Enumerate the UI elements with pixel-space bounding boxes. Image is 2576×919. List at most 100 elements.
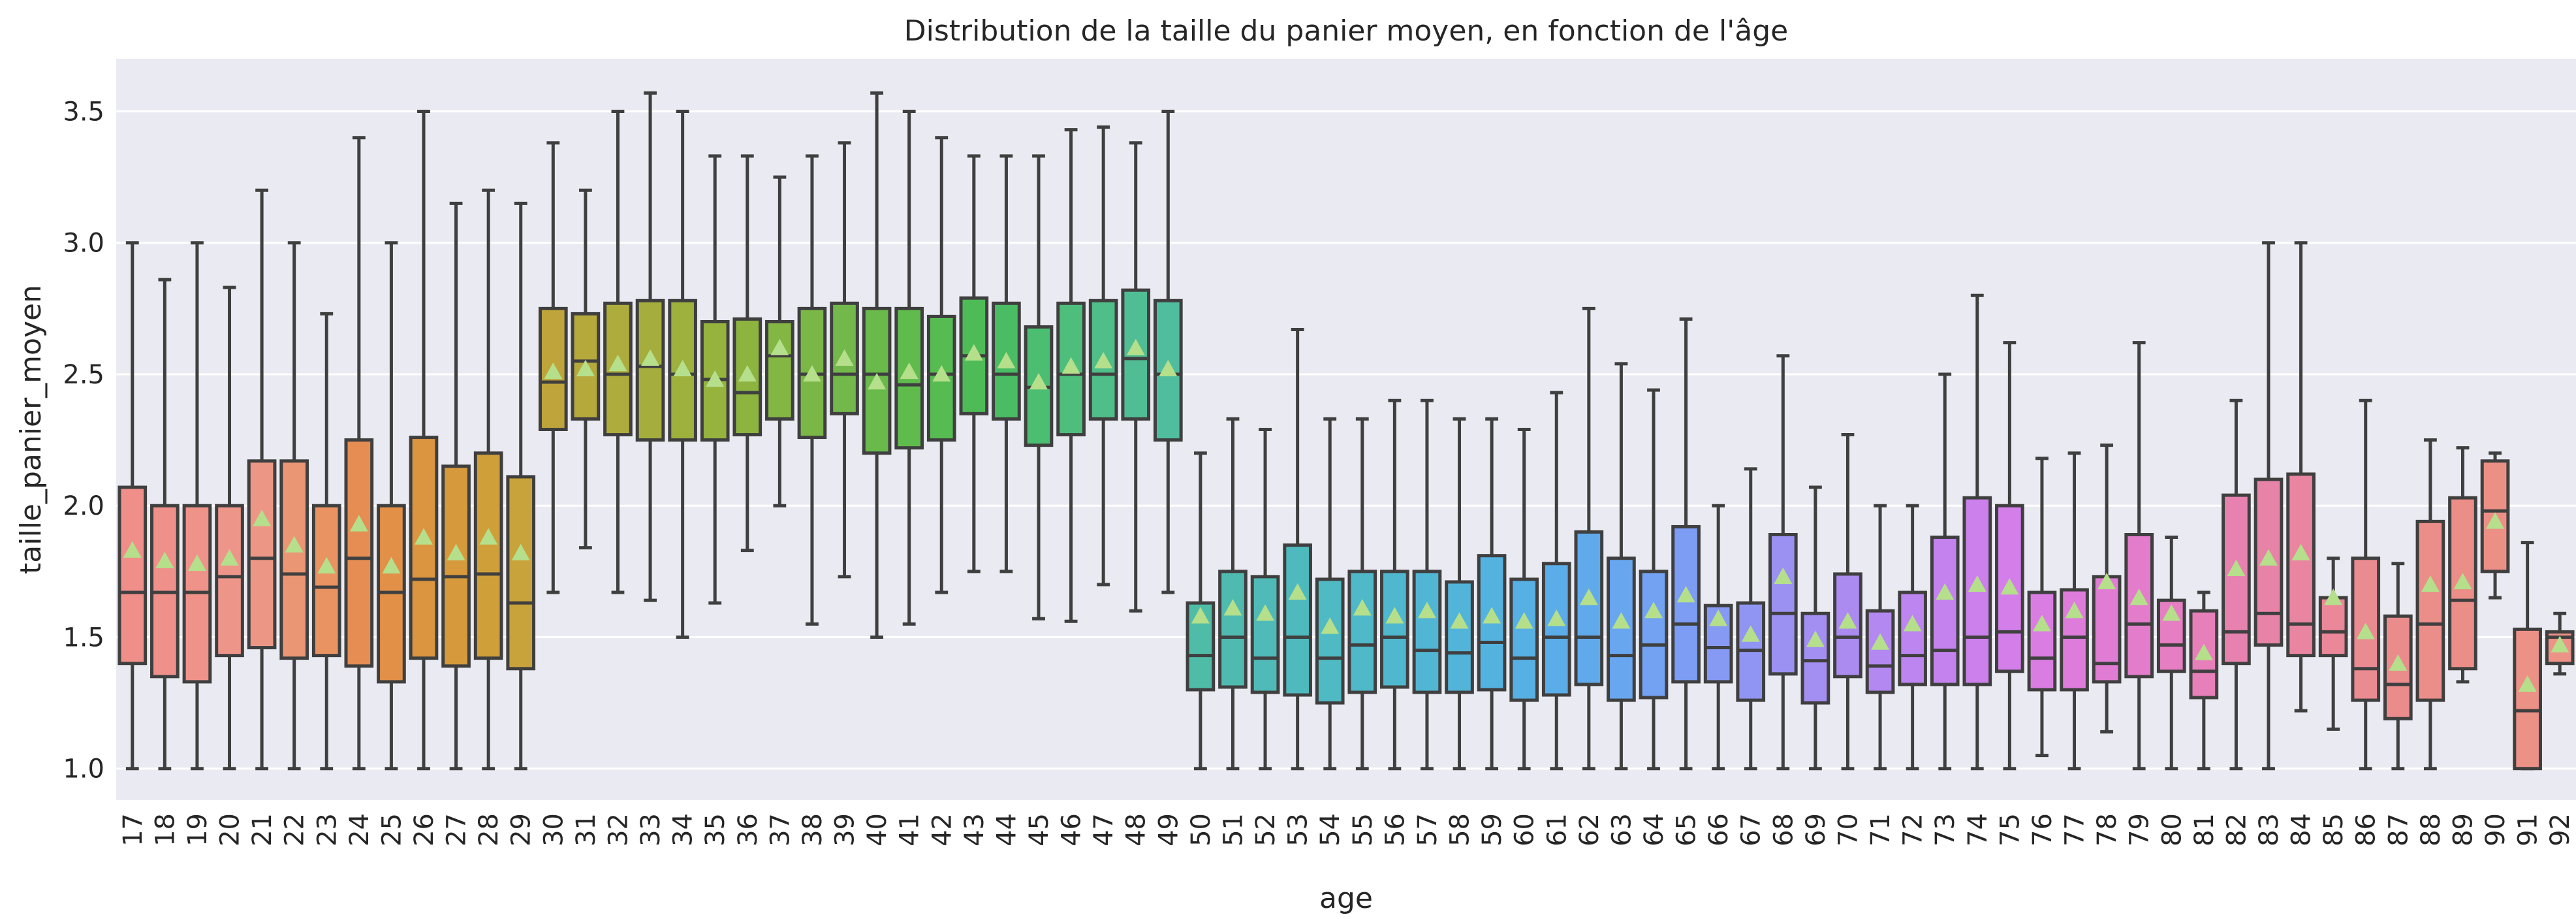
iqr-box: [1412, 570, 1442, 694]
x-tick-label: 73: [1930, 813, 1960, 846]
x-tick-label: 37: [765, 813, 795, 846]
mean-marker: [770, 338, 789, 355]
x-tick-label: 48: [1122, 813, 1152, 846]
mean-marker: [1774, 567, 1793, 585]
iqr-box: [344, 438, 374, 668]
x-tick-label: 33: [636, 813, 666, 846]
x-tick-label: 65: [1672, 813, 1702, 846]
mean-marker: [1256, 604, 1275, 621]
x-tick-label: 41: [895, 813, 925, 846]
box-60: [1509, 428, 1539, 771]
box-34: [668, 109, 697, 639]
mean-marker: [2389, 654, 2408, 671]
box-42: [926, 136, 956, 594]
iqr-box: [571, 312, 601, 421]
x-tick-label: 61: [1542, 813, 1572, 846]
iqr-box: [441, 464, 471, 668]
mean-marker: [1676, 586, 1695, 603]
x-tick-label: 38: [798, 813, 828, 846]
x-tick-label: 74: [1963, 813, 1993, 846]
box-40: [862, 91, 892, 639]
box-62: [1574, 306, 1604, 771]
mean-marker: [317, 556, 336, 573]
box-52: [1250, 428, 1280, 771]
box-90: [2480, 451, 2510, 600]
mean-marker: [868, 373, 887, 390]
box-46: [1056, 128, 1086, 623]
box-51: [1218, 417, 1248, 771]
box-58: [1445, 417, 1474, 771]
x-tick-label: 55: [1348, 813, 1378, 846]
x-tick-label: 39: [830, 813, 860, 846]
mean-marker: [1417, 602, 1436, 619]
mean-marker: [1223, 599, 1242, 616]
box-88: [2415, 438, 2445, 771]
box-64: [1639, 388, 1669, 771]
box-18: [150, 278, 180, 771]
iqr-box: [2092, 575, 2122, 684]
x-axis-label: age: [1319, 882, 1373, 915]
mean-marker: [1029, 373, 1048, 390]
mean-marker: [2259, 549, 2278, 566]
x-tick-label: 43: [960, 813, 990, 846]
mean-marker: [2518, 675, 2537, 692]
mean-marker: [1450, 612, 1469, 629]
mean-marker: [964, 344, 983, 361]
x-tick-label: 85: [2319, 813, 2349, 846]
box-32: [603, 109, 633, 594]
box-84: [2286, 241, 2316, 713]
box-70: [1833, 433, 1862, 771]
iqr-box: [1607, 556, 1636, 702]
x-tick-label: 71: [1866, 813, 1896, 846]
x-tick-label: 92: [2545, 813, 2575, 846]
mean-marker: [2032, 615, 2051, 632]
x-tick-label: 24: [345, 813, 375, 846]
boxes: [118, 91, 2575, 771]
y-tick-labels: 1.0 1.5 2.0 2.5 3.0 3.5: [63, 97, 104, 784]
box-75: [1995, 341, 2024, 771]
box-22: [279, 241, 309, 771]
x-tick-label: 78: [2092, 813, 2122, 846]
chart-title: Distribution de la taille du panier moye…: [904, 14, 1788, 48]
iqr-box: [1574, 530, 1604, 686]
mean-marker: [2065, 602, 2084, 619]
iqr-box: [2027, 590, 2057, 692]
iqr-box: [1671, 524, 1701, 684]
iqr-box: [1930, 536, 1960, 686]
x-tick-label: 45: [1024, 813, 1054, 846]
mean-marker: [2194, 643, 2213, 660]
box-25: [377, 241, 406, 771]
box-74: [1962, 293, 1992, 771]
x-tick-label: 54: [1315, 813, 1345, 846]
x-tick-label: 90: [2481, 813, 2511, 846]
box-36: [732, 154, 762, 553]
iqr-box: [1995, 504, 2024, 673]
x-tick-label: 32: [603, 813, 633, 846]
x-tick-label: 81: [2190, 813, 2220, 846]
mean-marker: [2227, 559, 2246, 577]
mean-marker: [2000, 577, 2019, 595]
mean-marker: [285, 536, 304, 553]
box-44: [992, 154, 1021, 573]
mean-marker: [253, 509, 272, 526]
y-tick-label: 2.5: [63, 360, 104, 390]
box-87: [2383, 562, 2413, 771]
box-49: [1153, 109, 1183, 594]
mean-marker: [900, 362, 919, 379]
mean-marker: [2324, 588, 2343, 605]
iqr-box: [311, 504, 341, 658]
box-69: [1800, 485, 1830, 771]
x-tick-label: 42: [927, 813, 957, 846]
iqr-box: [2513, 627, 2542, 771]
x-tick-label: 50: [1186, 813, 1216, 846]
mean-marker: [415, 528, 433, 545]
box-65: [1671, 317, 1701, 771]
mean-marker: [1936, 583, 1955, 600]
box-81: [2189, 590, 2219, 771]
box-33: [635, 91, 665, 602]
iqr-box: [1541, 562, 1571, 697]
mean-marker: [1871, 633, 1890, 650]
x-tick-label: 49: [1154, 813, 1184, 846]
mean-marker: [1968, 575, 1987, 592]
